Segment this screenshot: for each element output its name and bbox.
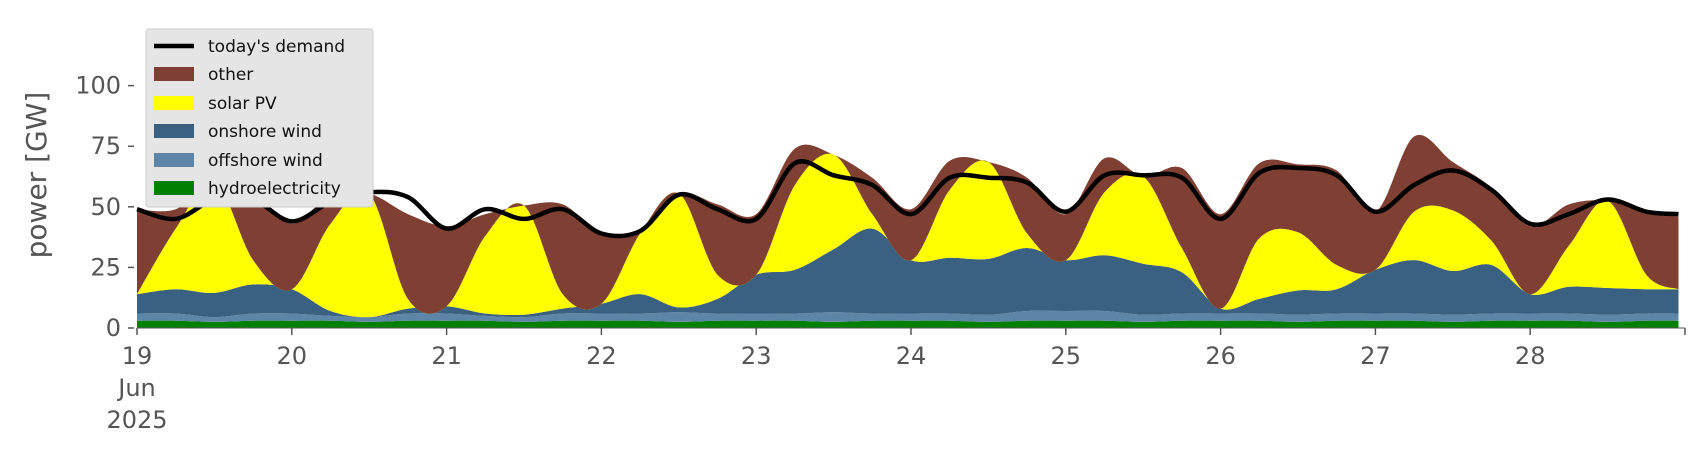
y-tick-label: 75	[90, 132, 121, 160]
x-tick-label: 21	[431, 342, 462, 370]
x-tick-label: 27	[1360, 342, 1391, 370]
todays-demand-line	[136, 159, 1679, 239]
y-axis-label: power [GW]	[20, 92, 53, 259]
y-tick-label: 100	[75, 72, 121, 100]
stacked-areas	[137, 134, 1679, 328]
legend-key-onshore-wind	[154, 124, 194, 138]
plot-area	[136, 42, 1685, 328]
legend: today's demand other solar PV onshore wi…	[145, 28, 374, 208]
solar-pv-area	[137, 153, 1679, 318]
x-tick-label: Jun	[116, 374, 156, 402]
x-tick-label: 23	[741, 342, 772, 370]
x-tick-label: 28	[1515, 342, 1546, 370]
y-tick-label: 25	[90, 253, 121, 281]
y-axis: 0 25 50 75 100	[75, 72, 134, 342]
x-tick-label: 25	[1051, 342, 1082, 370]
offshore-wind-area	[137, 310, 1679, 322]
y-tick-label: 50	[90, 193, 121, 221]
legend-label-onshore-wind: onshore wind	[208, 122, 322, 142]
x-axis: 19 Jun 2025 20 21 22 23 24 25 26 27 28	[106, 328, 1686, 434]
legend-key-hydroelectricity	[154, 181, 194, 195]
legend-label-other: other	[208, 65, 253, 85]
legend-label-offshore-wind: offshore wind	[208, 151, 323, 171]
x-tick-label: 24	[896, 342, 927, 370]
legend-label-solar-pv: solar PV	[208, 94, 277, 114]
legend-key-offshore-wind	[154, 153, 194, 167]
legend-key-other	[154, 67, 194, 81]
onshore-wind-area	[137, 228, 1679, 318]
other-area	[137, 134, 1679, 314]
x-tick-label: 26	[1205, 342, 1236, 370]
legend-frame	[145, 28, 374, 208]
x-tick-label: 19	[122, 342, 153, 370]
x-tick-label: 2025	[106, 406, 167, 434]
x-tick-label: 20	[277, 342, 308, 370]
legend-key-solar-pv	[154, 96, 194, 110]
hydroelectricity-area	[137, 320, 1679, 328]
x-tick-label: 22	[586, 342, 617, 370]
legend-label-todays-demand: today's demand	[208, 37, 345, 57]
y-tick-label: 0	[106, 314, 121, 342]
legend-label-hydroelectricity: hydroelectricity	[208, 179, 341, 199]
